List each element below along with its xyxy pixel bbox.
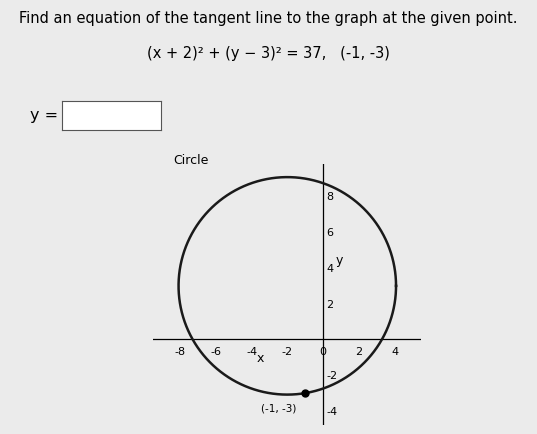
Text: y =: y = [30, 108, 57, 122]
Text: y: y [336, 253, 343, 266]
Text: -4: -4 [326, 406, 337, 416]
Text: Find an equation of the tangent line to the graph at the given point.: Find an equation of the tangent line to … [19, 11, 518, 26]
Text: Circle: Circle [173, 154, 208, 167]
Text: 4: 4 [391, 346, 398, 356]
Text: -4: -4 [246, 346, 257, 356]
Text: -2: -2 [326, 370, 337, 380]
Text: 2: 2 [355, 346, 362, 356]
Text: 6: 6 [326, 228, 333, 238]
Text: 0: 0 [320, 346, 326, 356]
Text: 2: 2 [326, 299, 333, 309]
Text: -2: -2 [282, 346, 293, 356]
Text: x: x [257, 351, 264, 364]
Text: (x + 2)² + (y − 3)² = 37,   (-1, -3): (x + 2)² + (y − 3)² = 37, (-1, -3) [147, 46, 390, 60]
Text: (-1, -3): (-1, -3) [261, 402, 296, 412]
Text: 8: 8 [326, 192, 333, 202]
Text: 4: 4 [326, 263, 333, 273]
Text: -6: -6 [211, 346, 221, 356]
Text: -8: -8 [175, 346, 186, 356]
